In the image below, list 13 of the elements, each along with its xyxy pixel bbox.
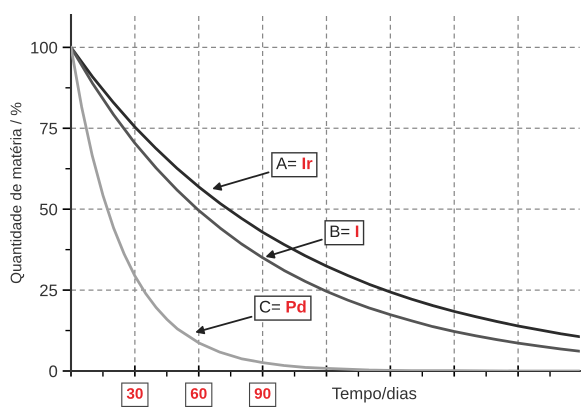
y-tick-label: 75 (40, 122, 58, 134)
annotation: B= I (330, 226, 358, 238)
x-tick-label: 90 (254, 388, 270, 399)
y-tick-label: 0 (49, 365, 58, 378)
y-tick-label: 100 (31, 42, 58, 54)
x-tick-label: 60 (190, 388, 207, 399)
x-axis-title: Tempo/dias (332, 387, 416, 403)
y-tick-label: 25 (40, 284, 58, 296)
y-axis-title: Quantidade de matéria / % (10, 102, 24, 284)
y-tick-label: 50 (40, 204, 58, 216)
x-tick-label: 30 (126, 388, 143, 399)
annotation: A= Ir (276, 158, 312, 170)
annotation: C= Pd (260, 300, 306, 313)
